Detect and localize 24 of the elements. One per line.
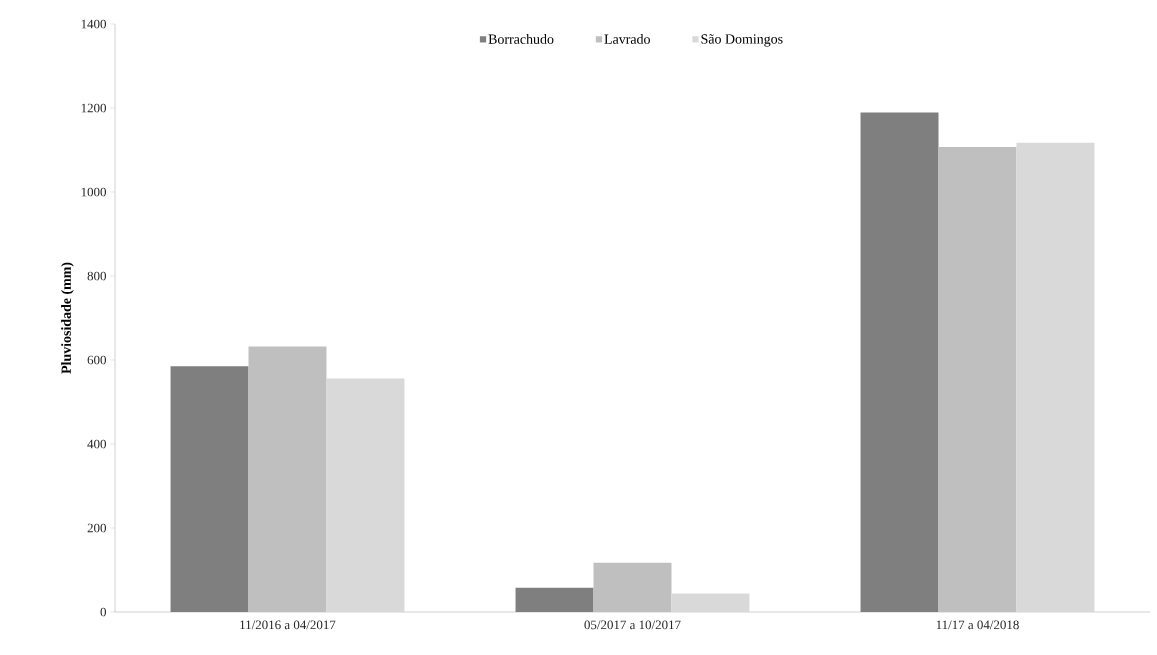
y-axis-title: Pluviosidade (mm) — [61, 262, 74, 374]
y-tick-label: 400 — [87, 439, 107, 449]
bar — [248, 346, 327, 612]
bar — [938, 147, 1017, 612]
x-tick-label: 11/17 a 04/2018 — [936, 620, 1019, 630]
legend-label: Borrachudo — [488, 34, 554, 44]
bar — [1016, 142, 1095, 612]
bar — [515, 587, 594, 612]
x-tick-label: 11/2016 a 04/2017 — [240, 620, 336, 630]
y-tick-label: 600 — [87, 355, 107, 365]
x-tick-label: 05/2017 a 10/2017 — [584, 620, 681, 630]
bar — [326, 378, 405, 612]
y-tick-label: 200 — [87, 523, 107, 533]
y-tick-label: 800 — [87, 271, 107, 281]
bar — [170, 366, 249, 612]
y-tick-label: 1400 — [81, 19, 107, 29]
y-tick-label: 0 — [100, 607, 107, 617]
bar — [860, 112, 939, 612]
legend-label: Lavrado — [604, 34, 650, 44]
bar — [671, 593, 750, 612]
y-tick-label: 1000 — [81, 187, 107, 197]
legend-label: São Domingos — [701, 34, 783, 47]
bar — [593, 562, 672, 612]
y-tick-label: 1200 — [81, 103, 107, 113]
